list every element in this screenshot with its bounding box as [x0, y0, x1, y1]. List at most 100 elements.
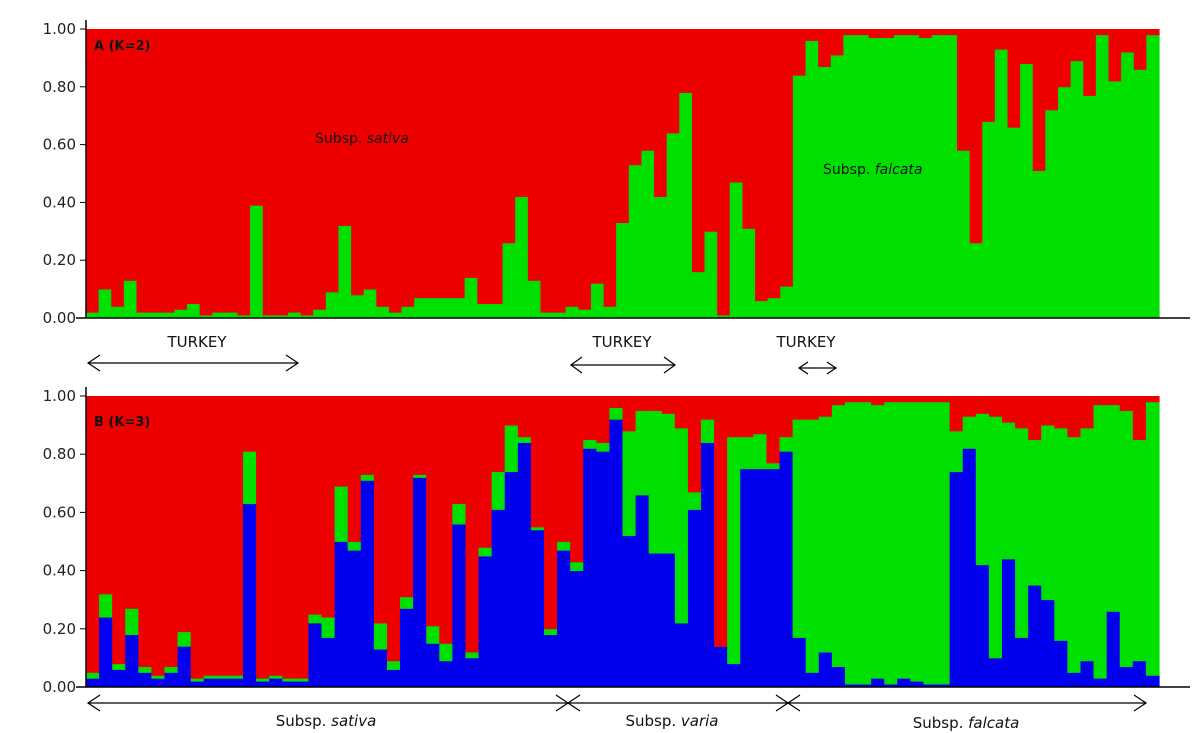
panel-a-bar-13-seg-1: [250, 29, 264, 206]
panel-b-bar-37-seg-1: [570, 561, 584, 571]
panel-b-bar-76-seg-2: [1080, 396, 1095, 429]
panel-a-bar-66-seg-0: [919, 37, 933, 319]
panel-a-bar-6-seg-1: [161, 29, 175, 313]
panel-b: 0.00 0.20 0.40 0.60 0.80 1.00 B (K=3): [43, 387, 1190, 696]
panel-b-bar-5-seg-2: [151, 396, 166, 676]
panel-a-bar-66-seg-1: [919, 29, 933, 39]
panel-a-bar-73-seg-1: [1007, 29, 1021, 128]
panel-b-bar-2-seg-1: [112, 663, 126, 670]
panel-a-bar-34-seg-0: [515, 196, 529, 319]
panel-b-bars: [86, 396, 1160, 688]
panel-b-bar-54-seg-1: [792, 419, 807, 638]
panel-b-bar-69-seg-0: [988, 657, 1003, 688]
panel-a-bar-39-seg-1: [578, 29, 592, 310]
panel-a-bar-68-seg-0: [944, 34, 958, 319]
panel-a-bar-8-seg-1: [186, 29, 201, 304]
panel-b-bar-66-seg-0: [949, 471, 964, 688]
panel-a-bar-48-seg-0: [691, 271, 706, 319]
panel-b-bar-54-seg-2: [792, 396, 807, 420]
panel-a-bar-17-seg-1: [300, 29, 314, 316]
panel-b-bar-20-seg-1: [347, 541, 362, 551]
panel-b-bar-52-seg-0: [766, 468, 781, 688]
panel-a-bar-76-seg-0: [1045, 109, 1059, 319]
panel-a-bar-42-seg-1: [616, 29, 630, 224]
panel-a-bar-70-seg-1: [969, 29, 983, 244]
panel-b-bar-81-seg-0: [1145, 675, 1160, 688]
panel-a-bar-75-seg-1: [1032, 29, 1046, 172]
panel-b-bar-43-seg-0: [648, 553, 663, 688]
panel-a-bar-18-seg-1: [313, 29, 327, 310]
panel-b-bar-19-seg-0: [334, 541, 349, 688]
group-arrow-falcata: [786, 694, 1148, 712]
panel-a-bar-84-seg-0: [1146, 34, 1160, 319]
panel-a-bar-47-seg-1: [679, 29, 693, 93]
panel-b-bar-15-seg-0: [282, 681, 296, 688]
panel-b-bar-17-seg-2: [308, 396, 323, 615]
panel-a-bar-27-seg-1: [426, 29, 441, 299]
panel-b-bar-54-seg-0: [792, 637, 807, 688]
panel-a-bar-79-seg-0: [1083, 95, 1097, 319]
panel-b-bar-3-seg-0: [125, 634, 139, 688]
panel-b-bar-13-seg-2: [256, 396, 270, 679]
panel-b-bar-63-seg-1: [910, 401, 925, 682]
panel-b-bar-55-seg-2: [805, 396, 820, 420]
panel-a-bar-52-seg-1: [742, 29, 756, 229]
panel-b-bar-18-seg-1: [321, 617, 336, 638]
panel-b-bar-39-seg-2: [596, 396, 611, 443]
panel-b-bar-37-seg-2: [570, 396, 584, 563]
panel-b-bar-59-seg-2: [858, 396, 872, 403]
panel-b-bar-50-seg-0: [740, 468, 754, 688]
panel-a-bar-5-seg-1: [149, 29, 163, 313]
panel-a-bar-36-seg-0: [540, 312, 554, 319]
panel-b-bar-31-seg-2: [491, 396, 506, 473]
panel-a-bar-29-seg-1: [452, 29, 466, 299]
panel-a-bar-19-seg-1: [325, 29, 340, 293]
panel-b-bar-28-seg-0: [452, 524, 467, 688]
panel-a-bar-14-seg-0: [262, 315, 276, 319]
panel-a-bar-32-seg-0: [489, 303, 504, 319]
panel-b-bar-72-seg-0: [1028, 585, 1042, 688]
panel-a-bar-39-seg-0: [578, 309, 592, 319]
panel-b-bar-7-seg-0: [177, 646, 192, 688]
panel-b-bar-71-seg-2: [1015, 396, 1029, 429]
turkey-label-3: TURKEY: [775, 333, 836, 351]
panel-a-bar-61-seg-0: [856, 34, 870, 319]
panel-b-bar-33-seg-0: [517, 442, 532, 688]
panel-b-bar-4-seg-1: [138, 666, 153, 673]
panel-b-bar-73-seg-0: [1041, 599, 1055, 688]
panel-b-bar-53-seg-0: [779, 451, 794, 688]
panel-b-bar-16-seg-0: [295, 681, 310, 688]
panel-b-bar-58-seg-2: [844, 396, 859, 403]
panel-b-bar-58-seg-0: [844, 684, 859, 688]
subspecies-groups: Subsp. sativa Subsp. varia Subsp. falcat…: [86, 694, 1148, 732]
panel-b-bar-0-seg-2: [86, 396, 100, 673]
panel-b-bar-6-seg-1: [164, 666, 179, 673]
panel-b-bar-9-seg-0: [203, 678, 218, 688]
panel-b-bar-33-seg-2: [517, 396, 532, 438]
panel-a-bar-45-seg-1: [654, 29, 668, 198]
panel-b-bar-70-seg-0: [1001, 558, 1016, 688]
panel-b-bar-25-seg-1: [413, 474, 427, 478]
panel-b-bar-76-seg-1: [1080, 428, 1095, 662]
panel-b-bar-42-seg-1: [635, 410, 650, 496]
panel-b-bar-52-seg-1: [766, 462, 781, 470]
panel-b-bar-32-seg-2: [504, 396, 519, 426]
panel-b-ytick-label-0: 0.00: [43, 678, 76, 696]
panel-b-bar-60-seg-0: [871, 678, 885, 688]
panel-a-bar-67-seg-0: [931, 34, 945, 319]
panel-b-bar-23-seg-0: [386, 669, 401, 688]
panel-a-bar-64-seg-0: [893, 34, 908, 319]
panel-a-bar-44-seg-0: [641, 150, 655, 319]
panel-a-bar-9-seg-0: [199, 315, 213, 319]
panel-a-bar-60-seg-1: [843, 29, 857, 36]
panel-a-bar-59-seg-0: [830, 55, 845, 319]
panel-b-bar-81-seg-1: [1145, 401, 1160, 676]
panel-a-bar-82-seg-0: [1121, 52, 1135, 319]
panel-a-y-ticks: 0.00 0.20 0.40 0.60 0.80 1.00: [43, 20, 86, 327]
panel-a-bar-35-seg-0: [527, 280, 542, 319]
panel-b-bar-14-seg-2: [269, 396, 283, 676]
panel-a-bar-9-seg-1: [199, 29, 213, 316]
panel-a-bar-11-seg-0: [224, 312, 239, 319]
panel-b-bar-21-seg-1: [360, 474, 375, 481]
panel-a-bar-42-seg-0: [616, 222, 630, 319]
